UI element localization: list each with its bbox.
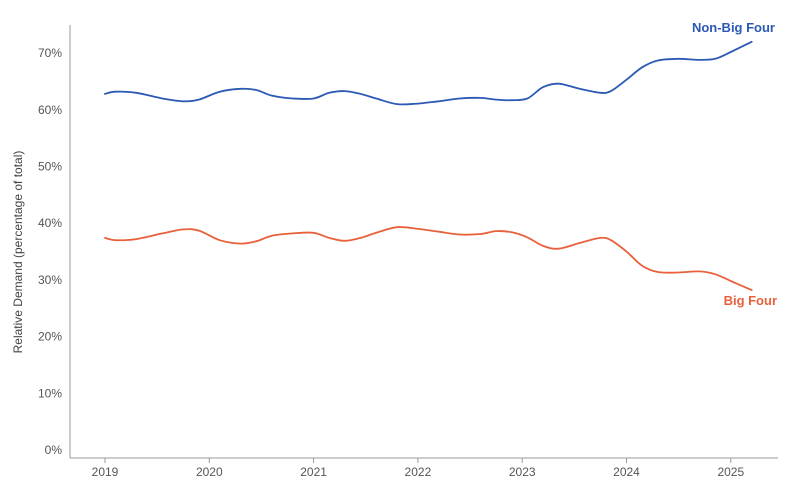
x-axis-ticks: 2019 2020 2021 2022 2023 2024 2025	[92, 458, 744, 479]
x-tick-label: 2023	[509, 465, 536, 479]
y-tick-label: 50%	[38, 160, 62, 174]
x-tick-label: 2021	[300, 465, 327, 479]
y-tick-label: 60%	[38, 103, 62, 117]
y-tick-label: 10%	[38, 386, 62, 400]
y-tick-label: 30%	[38, 273, 62, 287]
y-axis-label: Relative Demand (percentage of total)	[11, 151, 25, 354]
series-labels: Non-Big Four Big Four	[692, 20, 777, 308]
series-label-big-four: Big Four	[724, 293, 777, 308]
y-tick-label: 20%	[38, 330, 62, 344]
x-tick-label: 2019	[92, 465, 119, 479]
y-tick-label: 70%	[38, 46, 62, 60]
x-tick-label: 2024	[613, 465, 640, 479]
x-tick-label: 2022	[405, 465, 432, 479]
series-line-non-big-four	[104, 40, 753, 106]
y-tick-label: 40%	[38, 216, 62, 230]
x-tick-label: 2025	[717, 465, 744, 479]
x-tick-label: 2020	[196, 465, 223, 479]
series-line-big-four	[104, 226, 753, 291]
y-axis-ticks: 0% 10% 20% 30% 40% 50% 60% 70%	[38, 46, 62, 457]
y-tick-label: 0%	[45, 443, 63, 457]
series-lines	[104, 40, 753, 291]
series-label-non-big-four: Non-Big Four	[692, 20, 775, 35]
